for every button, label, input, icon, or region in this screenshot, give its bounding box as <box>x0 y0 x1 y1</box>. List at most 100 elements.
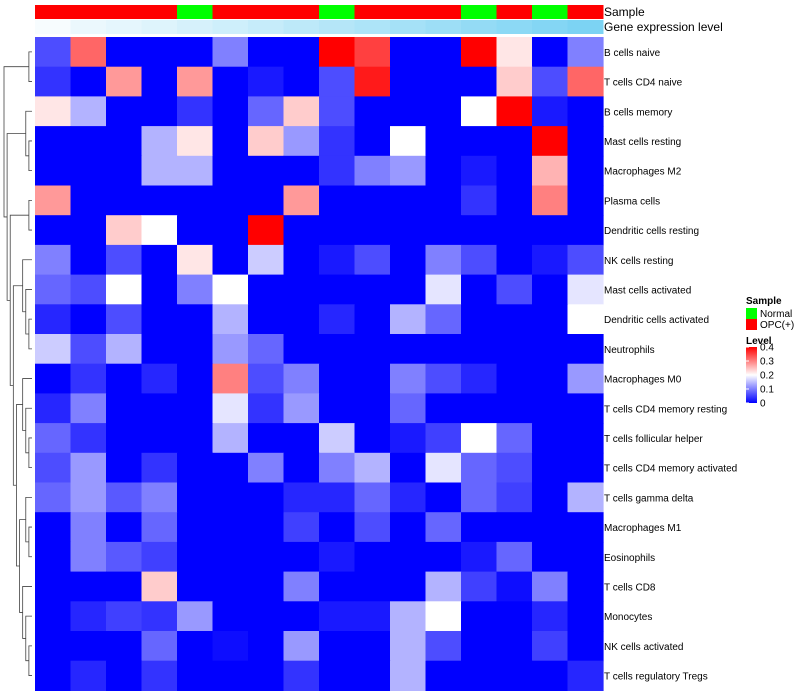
level-tick-label: 0 <box>760 399 766 410</box>
heatmap-cell <box>425 660 462 691</box>
expression-annotation-cell <box>319 20 355 34</box>
heatmap-cell <box>390 541 427 573</box>
heatmap-cell <box>532 334 569 365</box>
heatmap-cell <box>212 363 249 394</box>
heatmap-cell <box>70 126 107 157</box>
heatmap-cell <box>35 215 72 246</box>
sample-annotation-cell <box>141 5 178 19</box>
heatmap-cell <box>567 423 604 454</box>
heatmap-cell <box>567 66 604 97</box>
heatmap-cell <box>461 304 498 335</box>
heatmap-cell <box>35 423 72 454</box>
heatmap-cell <box>177 244 214 276</box>
heatmap-cell <box>567 155 604 187</box>
heatmap-cell <box>106 37 143 68</box>
heatmap-cell <box>496 452 533 484</box>
heatmap-cell <box>532 482 569 513</box>
heatmap-cell <box>496 37 533 68</box>
heatmap-cell <box>532 512 569 543</box>
heatmap-cell <box>319 304 356 335</box>
sample-annotation-cell <box>461 5 497 19</box>
heatmap-cell <box>35 660 72 691</box>
heatmap-cell <box>496 541 533 573</box>
heatmap-cell <box>319 244 356 276</box>
heatmap-cell <box>212 660 249 691</box>
heatmap-cell <box>461 541 498 573</box>
heatmap-cell <box>141 334 178 365</box>
heatmap-cell <box>425 185 462 216</box>
row-label: Mast cells activated <box>604 285 691 296</box>
heatmap-cell <box>141 452 178 484</box>
heatmap-cell <box>496 482 533 513</box>
heatmap-cell <box>354 126 391 157</box>
heatmap-cell <box>35 571 72 602</box>
heatmap-cell <box>461 96 498 127</box>
heatmap-cell <box>212 155 249 187</box>
expression-annotation-cell <box>390 20 426 34</box>
heatmap-cell <box>390 631 427 662</box>
heatmap-cell <box>425 601 462 632</box>
heatmap-cell <box>532 96 569 127</box>
heatmap-cell <box>283 126 320 157</box>
heatmap-cell <box>319 185 356 216</box>
heatmap-cell <box>141 274 178 305</box>
heatmap-cell <box>354 660 391 691</box>
heatmap-cell <box>390 96 427 127</box>
heatmap-cell <box>177 512 214 543</box>
heatmap-cell <box>248 541 285 573</box>
heatmap-cell <box>390 155 427 187</box>
heatmap-cell <box>319 215 356 246</box>
heatmap-cell <box>141 37 178 68</box>
level-tick-label: 0.4 <box>760 343 774 354</box>
heatmap-cell <box>141 660 178 691</box>
heatmap-cell <box>248 126 285 157</box>
heatmap-cell <box>177 96 214 127</box>
row-label: T cells CD8 <box>604 582 656 593</box>
heatmap-cell <box>425 334 462 365</box>
heatmap-cell <box>248 96 285 127</box>
heatmap-cell <box>496 660 533 691</box>
heatmap-cell <box>141 393 178 424</box>
heatmap-cell <box>496 244 533 276</box>
heatmap-cell <box>248 304 285 335</box>
row-label: T cells regulatory Tregs <box>604 672 708 683</box>
heatmap-cell <box>461 512 498 543</box>
heatmap-cell <box>390 304 427 335</box>
row-label: Neutrophils <box>604 345 655 356</box>
heatmap-cell <box>532 363 569 394</box>
heatmap-cell <box>70 482 107 513</box>
heatmap-cell <box>496 393 533 424</box>
heatmap-cell <box>70 601 107 632</box>
heatmap-cell <box>496 631 533 662</box>
dendrogram-branch <box>12 285 23 486</box>
heatmap-cell <box>461 185 498 216</box>
heatmap-cell <box>70 96 107 127</box>
heatmap-cell <box>283 96 320 127</box>
legend-label-normal: Normal <box>760 309 792 320</box>
row-label: T cells follicular helper <box>604 434 703 445</box>
heatmap-cell <box>106 393 143 424</box>
heatmap-cell <box>212 37 249 68</box>
heatmap-cell <box>354 601 391 632</box>
heatmap-cell <box>461 244 498 276</box>
heatmap-cell <box>425 452 462 484</box>
heatmap-cell <box>106 304 143 335</box>
sample-annotation-cell <box>567 5 604 19</box>
heatmap-cell <box>106 66 143 97</box>
heatmap-cell <box>35 601 72 632</box>
heatmap-cell <box>319 482 356 513</box>
row-label: Plasma cells <box>604 196 660 207</box>
dendrogram-branch <box>28 318 32 350</box>
heatmap-cell <box>177 37 214 68</box>
heatmap-cell <box>425 423 462 454</box>
heatmap-cell <box>212 215 249 246</box>
row-dendrogram <box>3 51 32 676</box>
heatmap-cell <box>567 215 604 246</box>
heatmap-cell <box>354 66 391 97</box>
heatmap-cell <box>354 215 391 246</box>
heatmap-cell <box>390 423 427 454</box>
sample-annotation-cell <box>425 5 462 19</box>
heatmap-cell <box>283 185 320 216</box>
heatmap-cell <box>212 512 249 543</box>
heatmap-cell <box>461 334 498 365</box>
